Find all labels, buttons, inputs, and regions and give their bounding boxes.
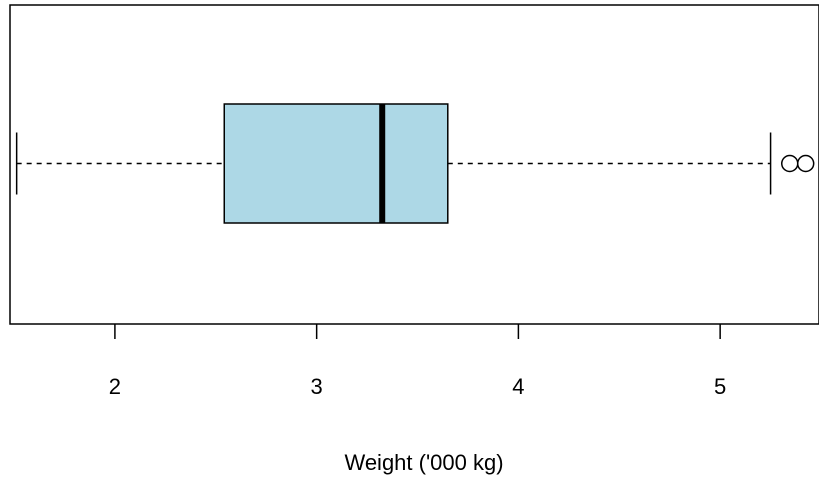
x-axis: 2 3 4 5 <box>109 324 726 399</box>
outlier-point-2 <box>796 154 815 173</box>
boxplot <box>15 103 815 224</box>
x-axis-label: Weight ('000 kg) <box>344 450 503 475</box>
interquartile-box <box>223 103 449 224</box>
plot-frame <box>9 4 819 325</box>
x-tick-label-5: 5 <box>714 374 726 399</box>
x-tick-label-2: 2 <box>109 374 121 399</box>
outlier-point-1 <box>780 154 799 173</box>
x-tick-label-3: 3 <box>311 374 323 399</box>
x-tick-label-4: 4 <box>512 374 524 399</box>
